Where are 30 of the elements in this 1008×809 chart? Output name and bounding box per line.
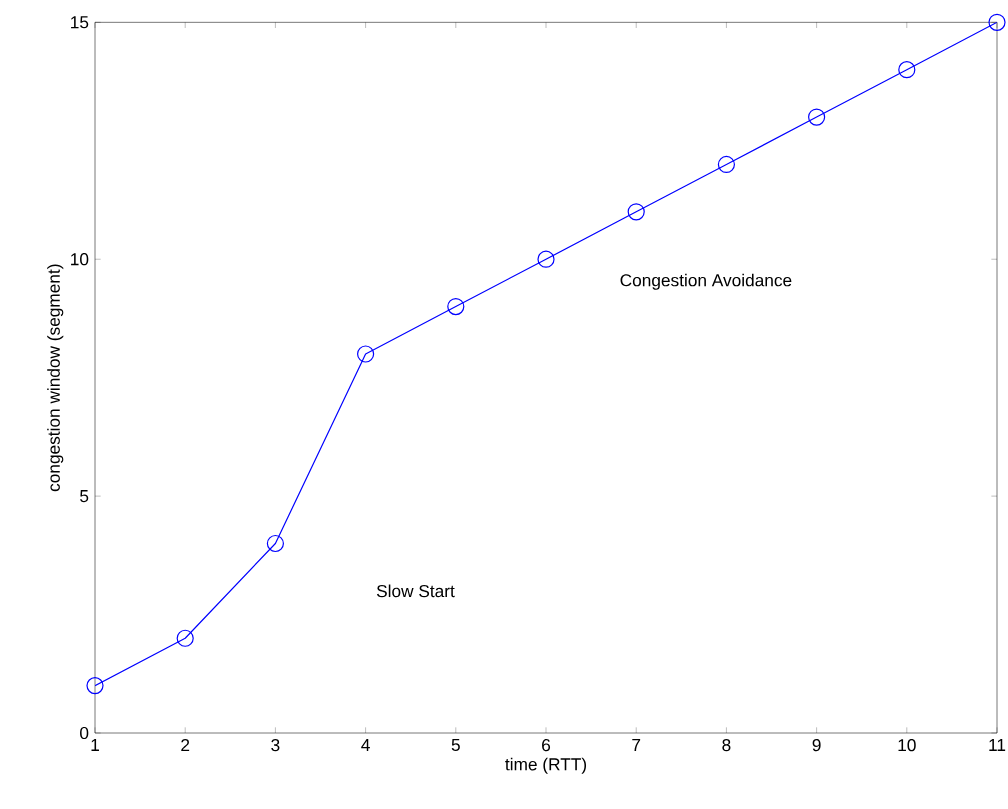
point xyxy=(537,250,555,268)
y-tick-label: 0 xyxy=(80,726,89,740)
point xyxy=(447,297,465,316)
x-tick-label: 3 xyxy=(271,739,280,752)
point xyxy=(266,534,284,553)
annotation: Congestion Avoidance xyxy=(620,273,792,290)
y-tick-label: 10 xyxy=(71,253,89,266)
y-axis-title: congestion window (segment) xyxy=(47,264,64,492)
point xyxy=(176,629,194,647)
x-tick-label: 11 xyxy=(989,739,1006,751)
point xyxy=(86,677,104,695)
point xyxy=(627,203,645,221)
x-tick-label: 7 xyxy=(632,739,641,751)
point xyxy=(717,155,736,174)
y-tick-label: 15 xyxy=(71,16,89,29)
x-axis-title: time (RTT) xyxy=(505,757,587,774)
x-tick-label: 8 xyxy=(722,739,731,752)
x-tick-label: 6 xyxy=(542,739,551,752)
point xyxy=(808,108,826,126)
point xyxy=(988,13,1006,31)
x-tick-label: 1 xyxy=(91,739,99,751)
x-tick-label: 4 xyxy=(361,739,370,751)
x-tick-label: 10 xyxy=(898,739,916,752)
point xyxy=(357,345,375,363)
point xyxy=(898,61,916,79)
x-tick-label: 5 xyxy=(451,739,460,752)
annotation: Slow Start xyxy=(376,584,455,598)
y-tick-label: 5 xyxy=(80,490,89,503)
x-tick-label: 2 xyxy=(181,739,190,752)
x-tick-label: 9 xyxy=(812,739,821,752)
